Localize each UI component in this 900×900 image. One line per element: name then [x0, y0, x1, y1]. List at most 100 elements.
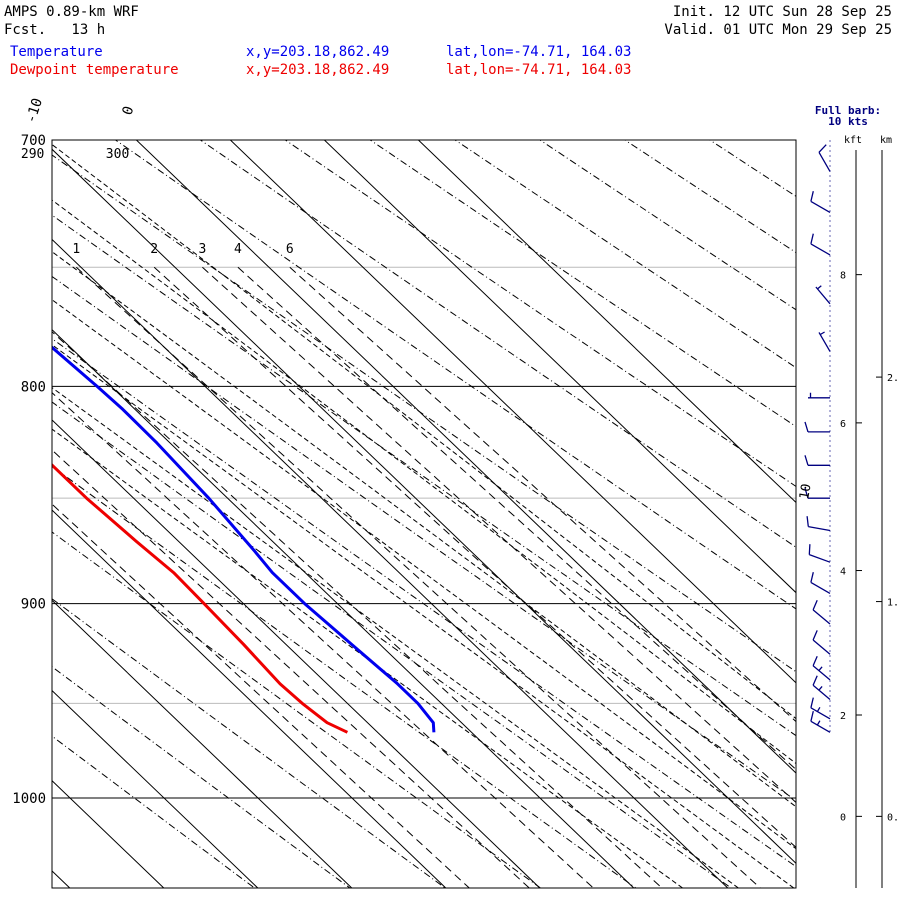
- dry-adiabat-210: [52, 666, 351, 888]
- isotherm-0: [135, 140, 796, 774]
- theta-label-300: 300: [106, 147, 129, 162]
- moist-adiabat-2: [52, 199, 796, 765]
- wind-barb-16: [810, 697, 831, 720]
- dry-adiabat-300: [114, 140, 796, 610]
- wind-barb-15: [812, 675, 831, 700]
- wind-barb-13: [812, 630, 831, 655]
- mixing-ratio-line-0: [52, 503, 470, 888]
- dry-adiabat-320: [284, 140, 796, 488]
- dry-adiabat-250: [52, 401, 732, 888]
- wind-barb-0: [818, 144, 831, 172]
- isotherm-30: [417, 140, 796, 504]
- wind-barb-2: [810, 233, 831, 256]
- forecast-hour: Fcst. 13 h: [4, 22, 106, 38]
- wind-barb-11: [810, 572, 831, 594]
- moist-adiabat-8: [52, 143, 796, 720]
- wind-barbs: 10: [797, 140, 831, 733]
- moist-adiabat--16: [52, 344, 795, 888]
- wind-barb-10: [808, 544, 831, 563]
- dry-adiabat-200: [52, 735, 255, 888]
- dry-adiabat-270: [52, 275, 796, 802]
- wind-speed-label: 10: [797, 483, 814, 501]
- wind-barb-4: [818, 331, 831, 352]
- kft-tick-label-0: 8: [840, 271, 846, 282]
- moist-adiabat--22: [52, 386, 739, 888]
- moist-adiabats: [52, 143, 796, 888]
- legend-temperature-label: Temperature: [10, 44, 103, 60]
- sounding-traces: [52, 345, 436, 734]
- isotherm--30: [52, 328, 635, 888]
- mixing-ratio-line-8: [289, 266, 796, 723]
- theta-label-290: 290: [21, 147, 44, 162]
- mixing-ratio-line-2: [52, 392, 594, 888]
- temperature-trace: [52, 345, 436, 733]
- dry-adiabat-340: [454, 140, 796, 369]
- isotherm-20: [323, 140, 796, 594]
- barb-key-line1: Full barb:: [815, 104, 881, 117]
- legend-dewpoint-xy: x,y=203.18,862.49: [246, 62, 390, 78]
- dry-adiabat-310: [199, 140, 796, 548]
- dry-adiabat-240: [52, 465, 637, 888]
- km-tick-label-1: 1.: [887, 598, 899, 609]
- kft-tick-label-1: 6: [840, 419, 846, 430]
- init-time: Init. 12 UTC Sun 28 Sep 25: [672, 4, 892, 20]
- km-label: km: [880, 135, 892, 146]
- height-axis: 8 6 4 2 0 2. 1. 0.: [840, 150, 899, 888]
- plot-frame: [51, 139, 797, 889]
- moist-adiabat--4: [52, 251, 796, 808]
- wind-barb-9: [806, 516, 831, 532]
- moist-adiabat--28: [52, 428, 683, 888]
- isotherm--70: [52, 689, 259, 888]
- dry-adiabat-290: [52, 154, 796, 673]
- valid-time: Valid. 01 UTC Mon 29 Sep 25: [664, 22, 892, 38]
- isotherm-label-0: 0: [120, 104, 138, 117]
- wind-barb-8: [804, 488, 830, 499]
- isotherm--60: [52, 599, 353, 888]
- mixing-ratio-label-6: 3: [199, 242, 207, 257]
- km-tick-label-2: 0.: [887, 812, 899, 823]
- dry-adiabat-280: [52, 214, 796, 737]
- wind-barb-7: [804, 455, 830, 466]
- isobar-label-700: 700: [21, 133, 46, 149]
- mixing-ratio-line-5: [153, 266, 796, 849]
- isotherm--50: [52, 509, 447, 888]
- dry-adiabat-220: [52, 598, 446, 888]
- mixing-ratio-label-7: 4: [234, 242, 242, 257]
- wind-barb-17: [810, 710, 831, 733]
- isotherm--80: [52, 780, 165, 888]
- dry-adiabat-360: [623, 140, 796, 254]
- wind-barb-1: [810, 191, 831, 213]
- isotherm--40: [52, 419, 541, 888]
- isotherm--10: [52, 148, 796, 864]
- mixing-ratio-line-7: [237, 266, 796, 771]
- isotherms: [52, 140, 796, 888]
- legend-temperature-latlon: lat,lon=-74.71, 164.03: [446, 44, 632, 60]
- kft-tick-label-2: 4: [840, 567, 846, 578]
- mixing-ratio-label-8: 6: [286, 242, 294, 257]
- legend-dewpoint-label: Dewpoint temperature: [10, 62, 179, 78]
- wind-barb-5: [808, 392, 830, 399]
- dewpoint-trace: [52, 462, 349, 734]
- isotherm-label--10: -10: [23, 96, 46, 125]
- dry-adiabat-230: [52, 531, 541, 888]
- isobar-label-800: 800: [21, 379, 46, 395]
- legend-dewpoint-latlon: lat,lon=-74.71, 164.03: [446, 62, 632, 78]
- kft-tick-label-3: 2: [840, 711, 846, 722]
- isobar-label-900: 900: [21, 597, 46, 613]
- wind-barb-6: [804, 421, 830, 433]
- kft-tick-label-4: 0: [840, 812, 846, 823]
- legend-temperature-xy: x,y=203.18,862.49: [246, 44, 390, 60]
- mixing-ratio-lines: [52, 266, 796, 888]
- isotherm--20: [52, 238, 729, 888]
- wind-barb-3: [815, 285, 831, 305]
- isotherm--90: [52, 870, 71, 888]
- wind-barb-14: [812, 655, 831, 681]
- wind-barb-12: [812, 600, 831, 625]
- model-title: AMPS 0.89-km WRF: [4, 4, 139, 20]
- mixing-ratio-line-1: [52, 449, 530, 888]
- thin-isobars: [52, 266, 796, 704]
- dry-adiabat-260: [52, 338, 796, 868]
- dry-adiabat-330: [369, 140, 796, 428]
- dry-adiabats: [52, 140, 796, 888]
